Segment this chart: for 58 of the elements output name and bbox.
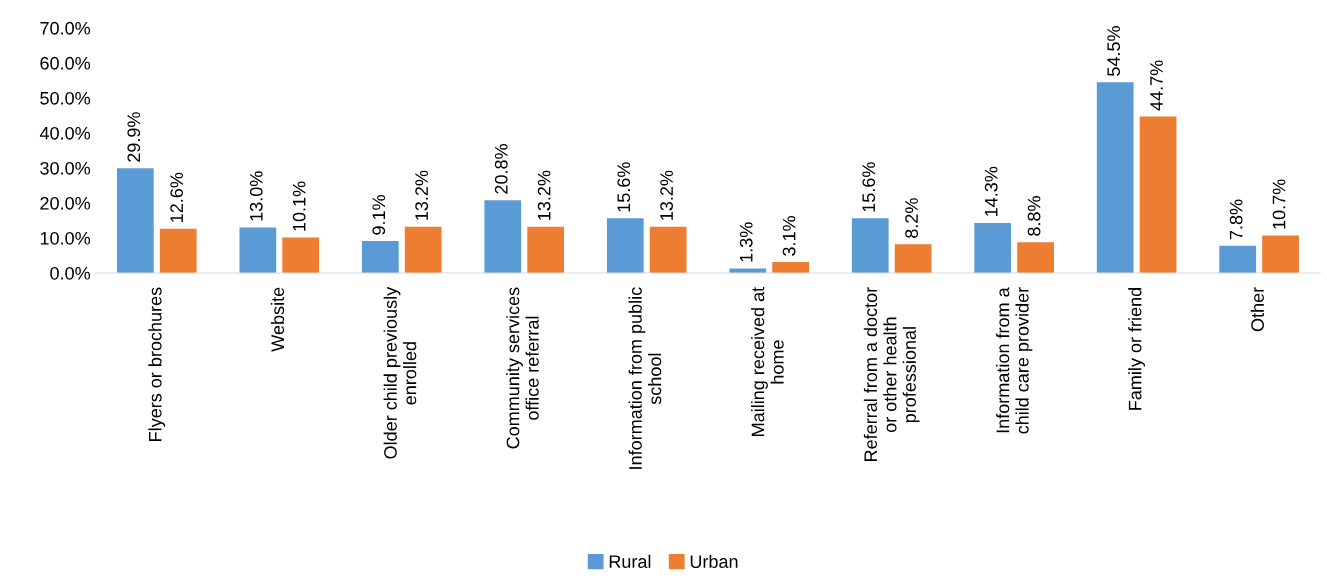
data-label: 15.6% — [617, 162, 631, 212]
legend-label: Urban — [690, 554, 738, 568]
y-tick-label: 70.0% — [40, 21, 91, 35]
y-tick-label: 10.0% — [40, 231, 91, 245]
bar — [1219, 245, 1257, 273]
bar — [1139, 116, 1177, 273]
x-tick-label: Family or friend — [1128, 288, 1146, 410]
data-label: 13.2% — [660, 170, 673, 220]
data-label: 54.5% — [1107, 26, 1121, 76]
data-label: 13.2% — [537, 170, 551, 220]
x-tick-label: Flyers or brochures — [148, 287, 166, 441]
x-tick-label: Information from a child care provider — [996, 287, 1033, 434]
bar — [974, 222, 1012, 273]
x-tick-label: Other — [1250, 287, 1264, 332]
bar — [527, 226, 565, 273]
bar — [404, 226, 442, 273]
data-label: 10.1% — [292, 181, 306, 231]
data-label: 9.1% — [372, 195, 386, 235]
bar — [282, 237, 320, 273]
bar — [159, 228, 197, 273]
data-label: 8.2% — [905, 198, 918, 238]
x-tick-label: Referral from a doctor or other health professional — [863, 287, 920, 461]
y-tick-label: 60.0% — [40, 56, 91, 70]
bar — [772, 262, 809, 273]
data-label: 8.8% — [1027, 196, 1041, 236]
data-label: 13.2% — [415, 170, 429, 220]
bar — [1262, 235, 1299, 273]
bar — [894, 244, 932, 273]
data-label: 29.9% — [127, 112, 141, 162]
bar — [361, 241, 399, 273]
bar — [649, 226, 687, 273]
data-label: 20.8% — [494, 144, 508, 194]
y-tick-label: 30.0% — [40, 161, 91, 175]
data-label: 10.7% — [1272, 179, 1286, 229]
bar — [116, 168, 154, 273]
bar — [606, 218, 644, 273]
bar — [1096, 82, 1134, 273]
data-label: 12.6% — [170, 172, 184, 222]
data-label: 1.3% — [739, 222, 753, 262]
data-label: 3.1% — [782, 216, 796, 256]
y-tick-label: 0.0% — [50, 266, 91, 280]
x-tick-label: Mailing received at home — [751, 286, 784, 436]
bar — [1017, 242, 1054, 273]
data-label: 7.8% — [1229, 199, 1243, 240]
bar — [484, 200, 522, 273]
bar — [239, 227, 277, 273]
x-tick-label: Information from public school — [628, 287, 662, 469]
x-tick-label: Older child previously enrolled — [383, 286, 417, 459]
y-tick-label: 50.0% — [40, 91, 91, 105]
data-label: 14.3% — [984, 166, 998, 216]
data-label: 15.6% — [862, 162, 876, 212]
x-tick-label: Website — [270, 287, 285, 352]
y-tick-label: 40.0% — [39, 126, 91, 140]
y-tick-label: 20.0% — [40, 196, 91, 210]
data-label: 44.7% — [1150, 60, 1163, 111]
bar — [851, 218, 889, 273]
legend-label: Rural — [609, 554, 651, 568]
data-label: 13.0% — [249, 171, 263, 221]
